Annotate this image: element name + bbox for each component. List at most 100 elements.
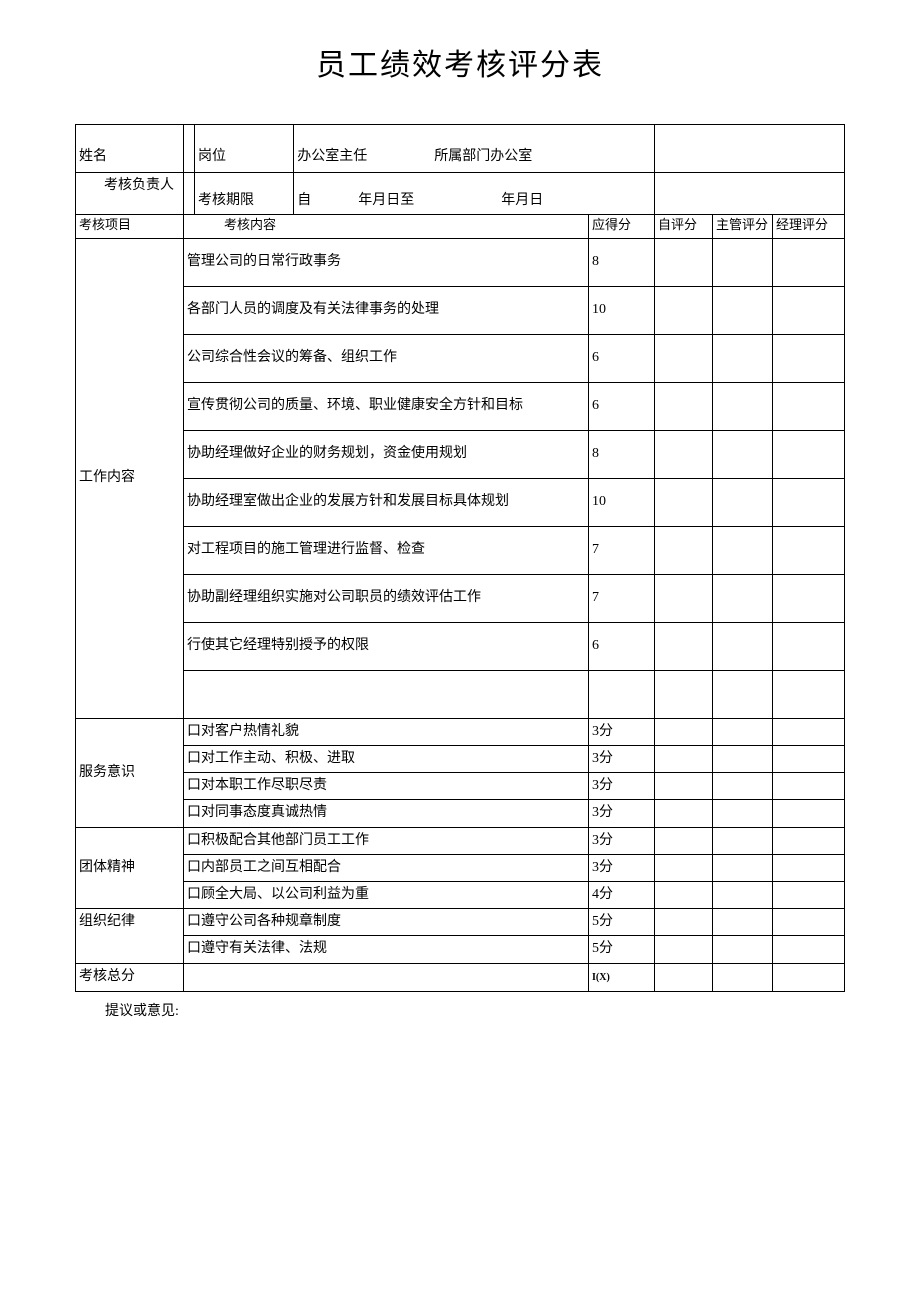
- manager-score[interactable]: [773, 936, 845, 963]
- supervisor-score[interactable]: [713, 854, 773, 881]
- discipline-row: 组织纪律 口遵守公司各种规章制度 5分: [76, 909, 845, 936]
- discipline-row: 口遵守有关法律、法规 5分: [76, 936, 845, 963]
- self-score[interactable]: [655, 382, 713, 430]
- supervisor-score[interactable]: [713, 238, 773, 286]
- service-content: 口对工作主动、积极、进取: [184, 746, 589, 773]
- work-content: 宣传贯彻公司的质量、环境、职业健康安全方针和目标: [184, 382, 589, 430]
- supervisor-score[interactable]: [713, 800, 773, 827]
- work-score: 7: [589, 526, 655, 574]
- supervisor-score[interactable]: [713, 382, 773, 430]
- manager-score[interactable]: [773, 286, 845, 334]
- discipline-score: 5分: [589, 909, 655, 936]
- service-score: 3分: [589, 718, 655, 745]
- service-row: 服务意识 口对客户热情礼貌 3分: [76, 718, 845, 745]
- manager-score[interactable]: [773, 746, 845, 773]
- supervisor-score[interactable]: [713, 670, 773, 718]
- work-content: [184, 670, 589, 718]
- department-extra: [655, 125, 845, 173]
- self-score[interactable]: [655, 718, 713, 745]
- self-score[interactable]: [655, 526, 713, 574]
- self-score[interactable]: [655, 286, 713, 334]
- self-score[interactable]: [655, 882, 713, 909]
- self-score[interactable]: [655, 800, 713, 827]
- self-score[interactable]: [655, 936, 713, 963]
- supervisor-score[interactable]: [713, 574, 773, 622]
- discipline-content: 口遵守有关法律、法规: [184, 936, 589, 963]
- self-score[interactable]: [655, 670, 713, 718]
- self-score[interactable]: [655, 827, 713, 854]
- work-score: 8: [589, 430, 655, 478]
- self-score[interactable]: [655, 430, 713, 478]
- self-score[interactable]: [655, 909, 713, 936]
- service-content: 口对同事态度真诚热情: [184, 800, 589, 827]
- supervisor-score[interactable]: [713, 286, 773, 334]
- work-section-label: 工作内容: [76, 238, 184, 718]
- manager-score[interactable]: [773, 800, 845, 827]
- team-score: 3分: [589, 854, 655, 881]
- work-content: 行使其它经理特别授予的权限: [184, 622, 589, 670]
- work-content: 对工程项目的施工管理进行监督、检查: [184, 526, 589, 574]
- manager-score[interactable]: [773, 382, 845, 430]
- supervisor-score[interactable]: [713, 478, 773, 526]
- col-self: 自评分: [655, 215, 713, 239]
- supervisor-score[interactable]: [713, 827, 773, 854]
- team-row: 口顾全大局、以公司利益为重 4分: [76, 882, 845, 909]
- work-row: 行使其它经理特别授予的权限 6: [76, 622, 845, 670]
- supervisor-score[interactable]: [713, 430, 773, 478]
- manager-score[interactable]: [773, 478, 845, 526]
- manager-score[interactable]: [773, 773, 845, 800]
- self-score[interactable]: [655, 622, 713, 670]
- discipline-empty: [76, 936, 184, 963]
- manager-score[interactable]: [773, 882, 845, 909]
- supervisor-score[interactable]: [713, 334, 773, 382]
- work-score: 10: [589, 286, 655, 334]
- service-score: 3分: [589, 800, 655, 827]
- supervisor-score[interactable]: [713, 526, 773, 574]
- self-score[interactable]: [655, 334, 713, 382]
- work-score: 7: [589, 574, 655, 622]
- work-row: 工作内容 管理公司的日常行政事务 8: [76, 238, 845, 286]
- supervisor-score[interactable]: [713, 882, 773, 909]
- manager-score[interactable]: [773, 574, 845, 622]
- manager-score[interactable]: [773, 827, 845, 854]
- self-total[interactable]: [655, 963, 713, 991]
- reviewer-value: [184, 173, 195, 215]
- team-score: 3分: [589, 827, 655, 854]
- supervisor-total[interactable]: [713, 963, 773, 991]
- evaluation-table: 姓名 岗位 办公室主任 所属部门办公室 考核负责人 考核期限 自 年月日至 年月…: [75, 124, 845, 992]
- supervisor-score[interactable]: [713, 773, 773, 800]
- self-score[interactable]: [655, 854, 713, 881]
- total-label: 考核总分: [76, 963, 184, 991]
- manager-score[interactable]: [773, 334, 845, 382]
- manager-score[interactable]: [773, 622, 845, 670]
- self-score[interactable]: [655, 773, 713, 800]
- self-score[interactable]: [655, 478, 713, 526]
- self-score[interactable]: [655, 238, 713, 286]
- service-score: 3分: [589, 773, 655, 800]
- supervisor-score[interactable]: [713, 622, 773, 670]
- self-score[interactable]: [655, 746, 713, 773]
- supervisor-score[interactable]: [713, 936, 773, 963]
- footer-note: 提议或意见:: [105, 1000, 845, 1020]
- supervisor-score[interactable]: [713, 718, 773, 745]
- service-row: 口对本职工作尽职尽责 3分: [76, 773, 845, 800]
- col-deserved: 应得分: [589, 215, 655, 239]
- manager-total[interactable]: [773, 963, 845, 991]
- manager-score[interactable]: [773, 430, 845, 478]
- supervisor-score[interactable]: [713, 909, 773, 936]
- work-content: 协助副经理组织实施对公司职员的绩效评估工作: [184, 574, 589, 622]
- manager-score[interactable]: [773, 526, 845, 574]
- work-row-empty: [76, 670, 845, 718]
- discipline-section-label: 组织纪律: [76, 909, 184, 936]
- service-content: 口对本职工作尽职尽责: [184, 773, 589, 800]
- self-score[interactable]: [655, 574, 713, 622]
- total-value: I(X): [589, 963, 655, 991]
- manager-score[interactable]: [773, 670, 845, 718]
- service-row: 口对同事态度真诚热情 3分: [76, 800, 845, 827]
- service-score: 3分: [589, 746, 655, 773]
- manager-score[interactable]: [773, 854, 845, 881]
- supervisor-score[interactable]: [713, 746, 773, 773]
- manager-score[interactable]: [773, 238, 845, 286]
- manager-score[interactable]: [773, 909, 845, 936]
- manager-score[interactable]: [773, 718, 845, 745]
